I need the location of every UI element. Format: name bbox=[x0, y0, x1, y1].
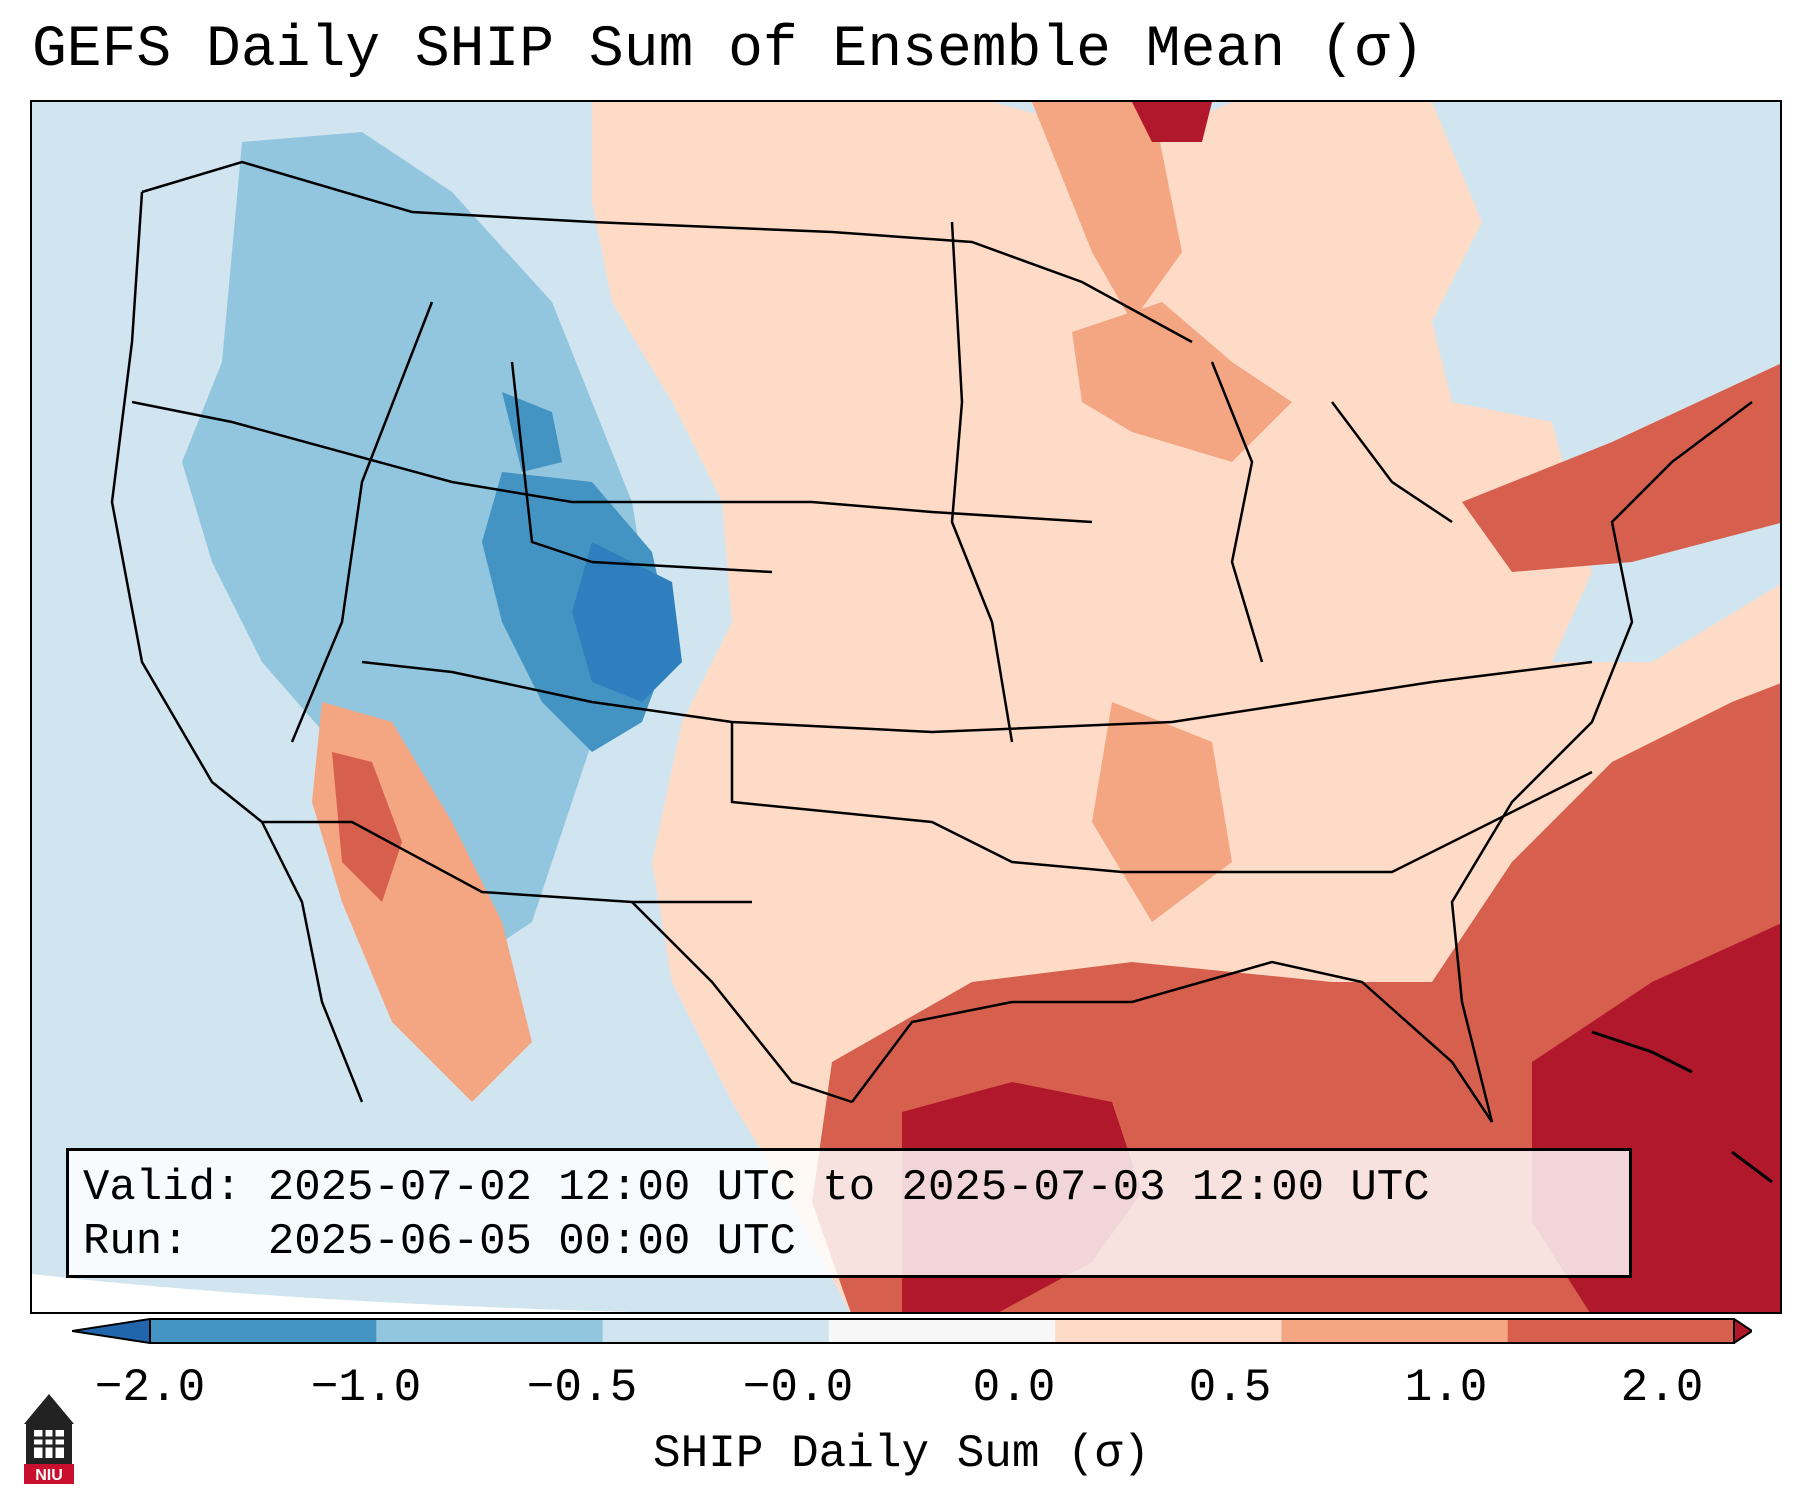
western-negative-region bbox=[182, 132, 652, 962]
colorbar-tick-label: 0.0 bbox=[972, 1362, 1056, 1414]
lake-michigan-outline bbox=[1210, 361, 1264, 663]
colorbar bbox=[72, 1318, 1752, 1344]
colorbar-over-extension bbox=[1733, 1318, 1752, 1344]
canada-positive-band bbox=[1032, 102, 1182, 322]
rio-grande bbox=[631, 901, 853, 1104]
pacific-coast bbox=[110, 191, 364, 1103]
colorbar-bin bbox=[1281, 1319, 1509, 1343]
colorbar-tick-label: −0.0 bbox=[742, 1362, 854, 1414]
western-divider bbox=[290, 301, 434, 743]
colorbar-tick-label: 1.0 bbox=[1404, 1362, 1488, 1414]
southern-tier-line bbox=[730, 722, 1593, 874]
valid-run-info-box: Valid: 2025-07-02 12:00 UTC to 2025-07-0… bbox=[66, 1148, 1632, 1278]
northern-tier-line bbox=[131, 400, 1093, 524]
colorbar-bin bbox=[602, 1319, 830, 1343]
colorbar-tick-label: −2.0 bbox=[94, 1362, 206, 1414]
map-panel bbox=[30, 100, 1782, 1314]
boundaries bbox=[110, 160, 1753, 1123]
colorbar-tick-label: 2.0 bbox=[1620, 1362, 1704, 1414]
gulf-coast bbox=[851, 960, 1494, 1123]
colorbar-outline bbox=[149, 1318, 1735, 1344]
colorbar-bins bbox=[72, 1318, 1752, 1344]
colorbar-bin bbox=[376, 1319, 604, 1343]
anomaly-map bbox=[32, 102, 1780, 1312]
colorbar-bin bbox=[1055, 1319, 1282, 1343]
new-england-positive bbox=[1462, 363, 1780, 572]
colorbar-tick-label: −0.5 bbox=[526, 1362, 638, 1414]
colorbar-under-extension bbox=[72, 1318, 151, 1344]
lake-erie-outline bbox=[1331, 401, 1453, 524]
colorbar-bin bbox=[150, 1319, 377, 1343]
colorbar-bin bbox=[1507, 1319, 1735, 1343]
wyoming-colorado-border bbox=[510, 361, 773, 574]
us-mexico-border bbox=[262, 820, 752, 904]
atlantic-coast bbox=[1450, 401, 1753, 1123]
mississippi-valley-positive bbox=[1092, 702, 1232, 922]
map-title: GEFS Daily SHIP Sum of Ensemble Mean (σ) bbox=[32, 18, 1425, 83]
colorbar-tick-label: −1.0 bbox=[310, 1362, 422, 1414]
colorbar-tick-label: 0.5 bbox=[1188, 1362, 1272, 1414]
colorado-core bbox=[572, 542, 682, 702]
socal-strong-positive bbox=[332, 752, 402, 902]
caribbean-islands bbox=[1591, 1030, 1773, 1184]
valid-time-line: Valid: 2025-07-02 12:00 UTC to 2025-07-0… bbox=[83, 1163, 1430, 1213]
colorbar-bin bbox=[828, 1319, 1056, 1343]
central-divider bbox=[950, 221, 1014, 743]
run-time-line: Run: 2025-06-05 00:00 UTC bbox=[83, 1217, 796, 1267]
logo-text: NIU bbox=[35, 1467, 63, 1484]
hudson-extreme-spot bbox=[1132, 102, 1212, 142]
us-canada-border bbox=[141, 160, 1193, 344]
mid-latitude-line bbox=[361, 660, 1593, 734]
colorbar-label: SHIP Daily Sum (σ) bbox=[653, 1428, 1150, 1480]
university-tower-icon: NIU bbox=[24, 1394, 74, 1484]
